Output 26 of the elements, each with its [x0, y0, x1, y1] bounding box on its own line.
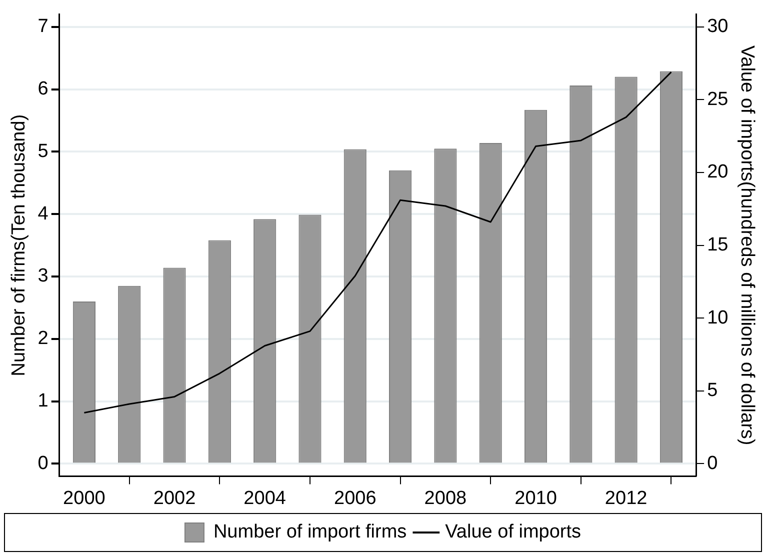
y2-tick-label: 10: [707, 307, 728, 328]
x-tick-label: 2006: [334, 488, 376, 509]
y-tick-label: 3: [38, 266, 48, 287]
x-tick-label: 2004: [244, 488, 286, 509]
x-tick-label: 2000: [63, 488, 106, 509]
y-tick-label: 6: [38, 78, 48, 100]
y-tick-label: 5: [38, 140, 48, 162]
y2-tick-label: 25: [707, 88, 728, 110]
y-tick-label: 7: [38, 16, 48, 38]
y-axis-title: Number of firms(Ten thousand): [8, 114, 30, 376]
legend-label: Value of imports: [445, 522, 582, 543]
y2-tick-label: 15: [707, 234, 728, 256]
y2-tick-label: 20: [707, 162, 728, 183]
x-tick-label: 2010: [514, 488, 557, 509]
y2-tick-label: 0: [707, 452, 718, 474]
y2-axis-title: Value of imports(hundreds of millions of dollars): [736, 45, 758, 446]
y2-tick-label: 5: [707, 380, 718, 402]
legend-label: Number of import firms: [213, 522, 407, 543]
y-tick-label: 4: [38, 203, 49, 224]
y-tick-label: 2: [38, 328, 48, 350]
x-tick-label: 2008: [424, 488, 467, 509]
x-tick-label: 2002: [153, 488, 196, 509]
x-tick-label: 2012: [604, 488, 648, 509]
y2-tick-label: 30: [707, 16, 728, 38]
y-tick-label: 0: [38, 452, 48, 474]
y-tick-label: 1: [38, 390, 48, 412]
